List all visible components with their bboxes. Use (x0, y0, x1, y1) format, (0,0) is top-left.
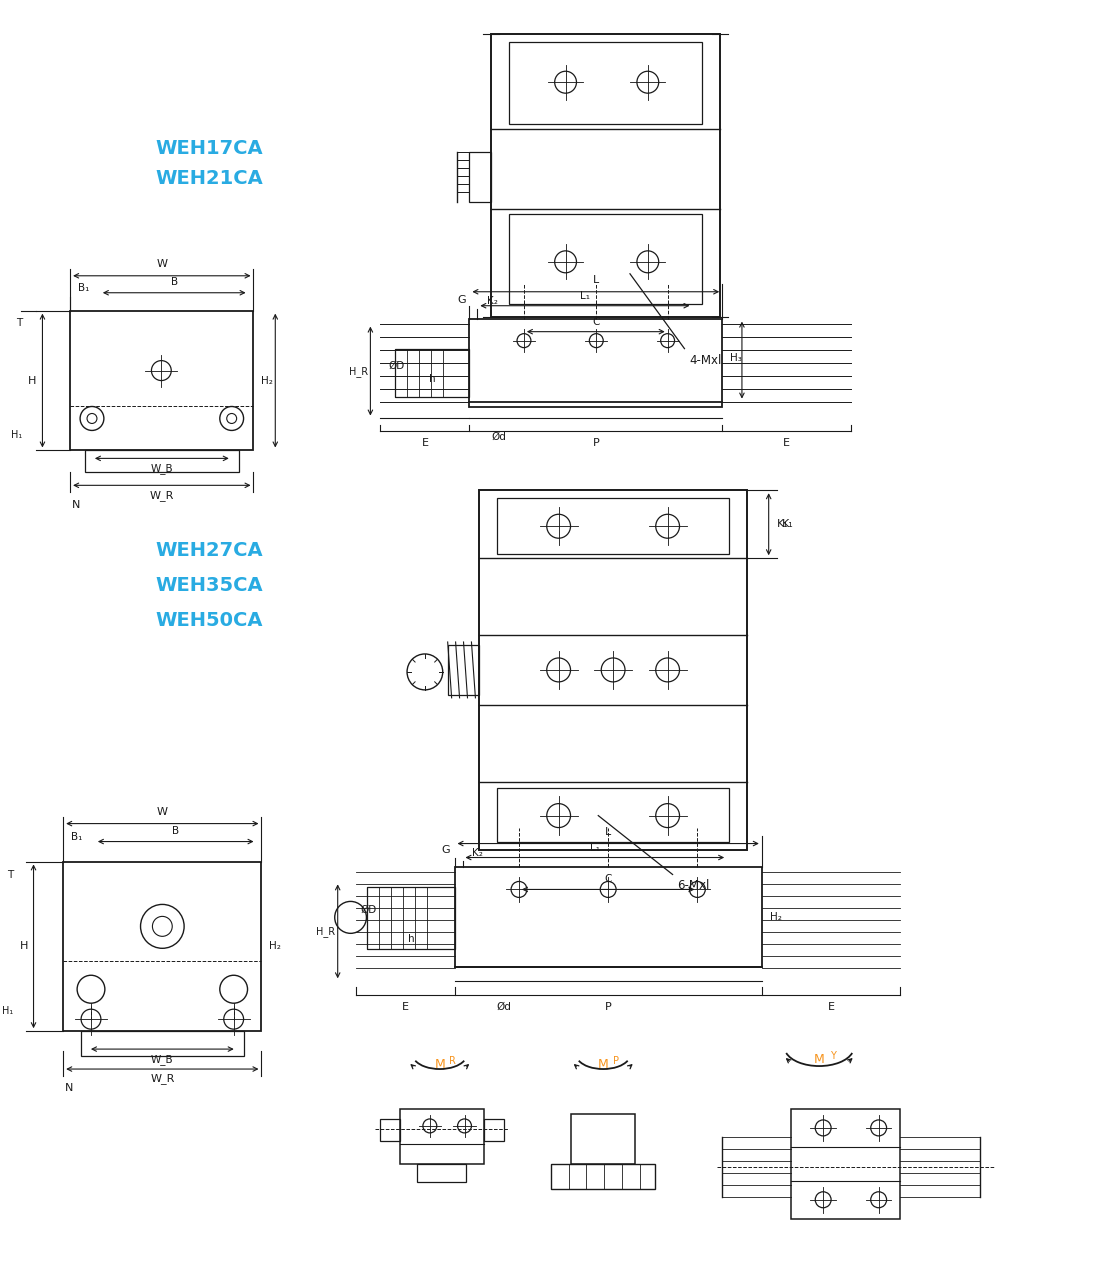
Text: H₁: H₁ (11, 430, 23, 440)
Text: R: R (449, 1056, 456, 1066)
Text: M: M (814, 1052, 825, 1066)
Text: H₃: H₃ (730, 353, 741, 363)
Text: Ød: Ød (492, 431, 507, 442)
Bar (571, 1114, 635, 1164)
Bar (509, 214, 702, 303)
Text: N: N (73, 500, 80, 510)
Text: L: L (605, 826, 612, 836)
Text: H₂: H₂ (270, 942, 282, 952)
Text: K₂: K₂ (472, 848, 483, 858)
Bar (509, 42, 702, 124)
Text: H₂: H₂ (262, 376, 273, 386)
Text: W: W (157, 807, 168, 817)
Text: W_R: W_R (150, 490, 174, 501)
Text: W_B: W_B (151, 1053, 174, 1065)
Bar (497, 499, 729, 555)
Text: Y: Y (830, 1051, 836, 1061)
Bar (480, 490, 747, 849)
Text: H₁: H₁ (2, 1006, 13, 1016)
Text: Ød: Ød (497, 1003, 512, 1013)
Bar (470, 319, 722, 406)
Text: K₁: K₁ (782, 519, 793, 529)
Text: P: P (613, 1056, 619, 1066)
Text: L₁: L₁ (590, 843, 600, 853)
Text: G: G (441, 845, 450, 854)
Text: P: P (605, 1003, 612, 1013)
Text: H_R: H_R (349, 365, 368, 377)
Text: W_B: W_B (151, 463, 173, 473)
Text: T: T (16, 317, 23, 327)
Bar (400, 1109, 484, 1164)
Bar (85, 450, 239, 472)
Text: E: E (402, 1003, 408, 1013)
Bar (484, 1119, 504, 1141)
Bar (70, 311, 253, 450)
Text: 4-Mxl: 4-Mxl (690, 354, 722, 367)
Bar (381, 1119, 400, 1141)
Text: H₂: H₂ (770, 912, 782, 923)
Text: P: P (593, 438, 600, 448)
Text: B₁: B₁ (72, 831, 82, 841)
Text: WEH27CA: WEH27CA (155, 541, 263, 560)
Text: ØD: ØD (388, 360, 405, 371)
Text: G: G (458, 294, 466, 305)
Text: C: C (592, 317, 600, 326)
Text: K₁: K₁ (777, 519, 789, 529)
Text: WEH17CA: WEH17CA (155, 138, 263, 157)
Text: L: L (593, 275, 598, 284)
Text: K₂: K₂ (487, 296, 498, 306)
Text: W: W (156, 259, 167, 269)
Text: E: E (783, 438, 790, 448)
Bar (492, 34, 720, 317)
Bar (417, 1164, 466, 1181)
Bar (367, 887, 454, 949)
Text: H_R: H_R (316, 926, 336, 937)
Text: H: H (20, 942, 28, 952)
Text: E: E (421, 438, 428, 448)
Text: B: B (172, 826, 179, 835)
Text: B₁: B₁ (78, 283, 89, 293)
Bar (448, 645, 480, 695)
Text: M: M (434, 1057, 446, 1071)
Bar (470, 152, 492, 202)
Text: h: h (429, 373, 436, 383)
Bar (64, 862, 262, 1032)
Text: h: h (408, 934, 415, 944)
Bar (454, 868, 761, 967)
Bar (551, 1164, 654, 1189)
Text: M: M (598, 1057, 608, 1071)
Text: B: B (170, 277, 178, 287)
Text: ØD: ØD (361, 905, 376, 915)
Text: C: C (605, 874, 612, 884)
Text: N: N (65, 1082, 74, 1093)
Text: WEH21CA: WEH21CA (155, 170, 263, 189)
Text: H: H (29, 376, 36, 386)
Text: L₁: L₁ (580, 291, 590, 301)
Text: E: E (827, 1003, 835, 1013)
Bar (792, 1109, 901, 1218)
Bar (395, 349, 470, 396)
Bar (497, 788, 729, 841)
Text: WEH50CA: WEH50CA (155, 610, 263, 629)
Bar (81, 1032, 243, 1056)
Text: 6-Mxl: 6-Mxl (678, 879, 710, 892)
Text: WEH35CA: WEH35CA (155, 576, 263, 595)
Text: T: T (8, 871, 13, 881)
Text: W_R: W_R (150, 1074, 175, 1085)
